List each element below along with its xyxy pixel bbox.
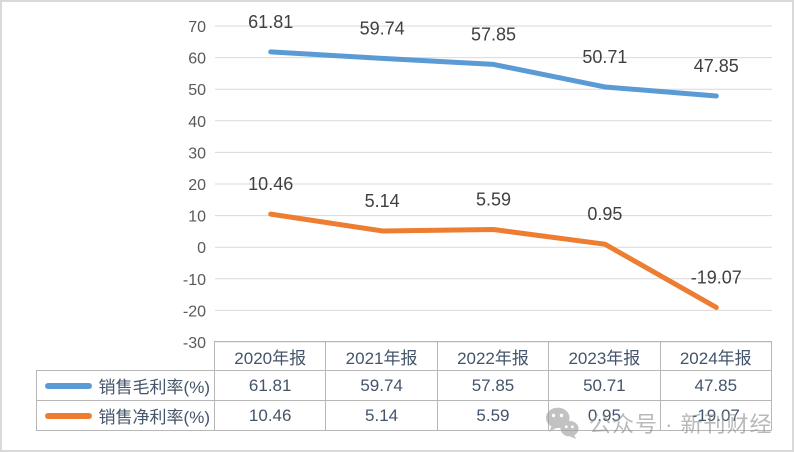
table-header-cell: 2023年报 (548, 341, 661, 371)
y-axis-tick-label: 70 (188, 19, 206, 36)
y-axis-tick-label: 50 (188, 82, 206, 99)
table-header-cell: 2021年报 (325, 341, 438, 371)
y-axis-tick-label: 10 (188, 209, 206, 226)
y-axis-tick-label: 60 (188, 51, 206, 68)
y-axis-tick-label: 30 (188, 145, 206, 162)
series-name-label: 销售净利率(%) (98, 408, 210, 427)
data-label: 50.71 (582, 47, 627, 67)
chart-data-table: 2020年报 2021年报 2022年报 2023年报 2024年报 销售毛利率(%) 61… (36, 341, 772, 431)
y-axis-tick-label: 40 (188, 114, 206, 131)
legend-cell: 销售毛利率(%) (36, 370, 215, 401)
data-label: 57.85 (471, 24, 516, 44)
series-line-1 (268, 211, 719, 310)
table-header-cell: 2024年报 (659, 341, 772, 371)
table-value-cell: 47.85 (659, 370, 772, 401)
data-label: 61.81 (248, 12, 293, 32)
y-axis-tick-label: -20 (183, 303, 206, 320)
table-value-cell: 61.81 (213, 370, 327, 401)
data-label: 47.85 (694, 56, 739, 76)
legend-cell: 销售净利率(%) (36, 400, 215, 431)
data-label: 10.46 (248, 174, 293, 194)
legend-marker-series-1 (44, 412, 92, 419)
y-axis-tick-label: -30 (183, 335, 206, 352)
y-axis-tick-label: 0 (197, 240, 206, 257)
data-label: 5.14 (365, 191, 400, 211)
table-row: 销售净利率(%) 10.46 5.14 5.59 0.95 -19.07 (36, 400, 772, 431)
table-value-cell: -19.07 (659, 400, 772, 431)
series-line-0 (268, 49, 719, 99)
table-value-cell: 59.74 (325, 370, 438, 401)
table-value-cell: 5.14 (325, 400, 438, 431)
table-value-cell: 5.59 (436, 400, 550, 431)
data-label: 59.74 (360, 18, 405, 38)
table-row: 销售毛利率(%) 61.81 59.74 57.85 50.71 47.85 (36, 370, 772, 401)
data-label: -19.07 (691, 267, 742, 287)
y-axis-tick-label: -10 (183, 272, 206, 289)
legend-marker-series-0 (44, 382, 92, 389)
table-value-cell: 0.95 (548, 400, 661, 431)
table-value-cell: 57.85 (436, 370, 550, 401)
table-header-cell: 2020年报 (213, 341, 327, 371)
data-label: 0.95 (587, 204, 622, 224)
data-label: 5.59 (476, 190, 511, 210)
table-value-cell: 10.46 (213, 400, 327, 431)
table-header-cell: 2022年报 (436, 341, 550, 371)
y-axis-tick-label: 20 (188, 177, 206, 194)
series-name-label: 销售毛利率(%) (98, 378, 210, 397)
table-value-cell: 50.71 (548, 370, 661, 401)
table-corner-blank (37, 342, 215, 371)
